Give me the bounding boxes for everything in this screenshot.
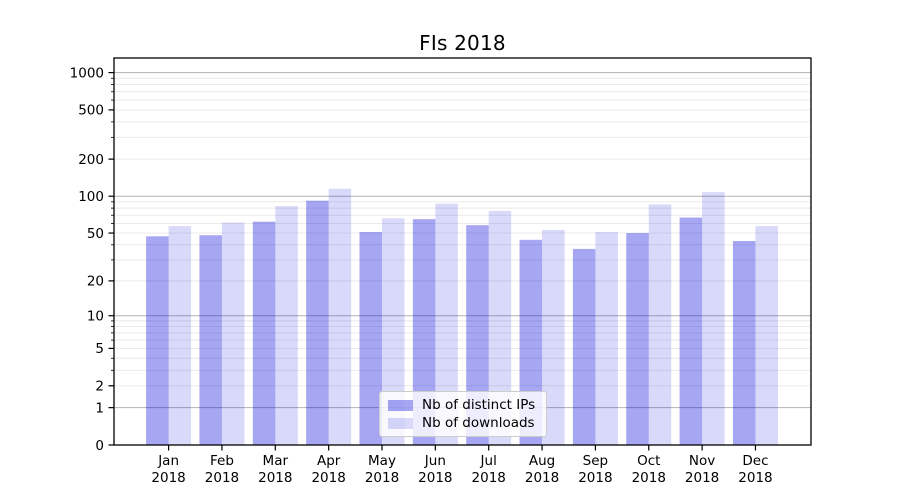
x-tick-label: Aug 2018 [525,453,559,486]
x-tick-label: Jul 2018 [472,453,506,486]
x-tick-label: May 2018 [365,453,399,486]
bar-distinct-ips-may [359,232,382,445]
y-tick-label: 2 [95,379,104,395]
legend-label-distinct-ips: Nb of distinct IPs [422,397,536,413]
x-tick-label: Jun 2018 [418,453,452,486]
bar-downloads-sep [595,232,618,445]
bar-downloads-apr [328,188,352,446]
bar-downloads-dec [755,226,778,445]
bar-downloads-nov [702,192,725,445]
x-tick-label: Dec 2018 [738,453,772,486]
y-tick-label: 200 [78,152,104,168]
y-tick-label: 5 [95,341,104,357]
y-tick-label: 500 [78,103,104,119]
bar-downloads-jul [488,210,512,445]
bar-distinct-ips-jun [412,219,436,445]
bar-distinct-ips-jul [466,225,489,445]
bar-downloads-mar [275,206,298,445]
y-tick-label: 1 [95,400,104,416]
legend: Nb of distinct IPs Nb of downloads [379,391,547,437]
bar-downloads-aug [542,229,565,445]
bar-distinct-ips-mar [252,221,276,445]
x-tick-label: Apr 2018 [311,453,345,486]
bar-distinct-ips-feb [199,235,222,445]
y-tick-label: 50 [87,226,104,242]
legend-item-downloads: Nb of downloads [388,414,536,432]
y-tick-label: 10 [87,309,104,325]
bar-downloads-may [382,218,405,445]
x-tick-label: Mar 2018 [258,453,292,486]
x-tick-label: Jan 2018 [151,453,185,486]
bar-downloads-jan [168,226,192,445]
chart-title: FIs 2018 [419,31,506,55]
x-tick-label: Oct 2018 [632,453,666,486]
legend-swatch-distinct-ips [388,399,413,411]
x-tick-label: Nov 2018 [685,453,719,486]
bar-distinct-ips-apr [306,200,329,445]
bar-distinct-ips-dec [732,241,756,445]
x-tick-label: Sep 2018 [578,453,612,486]
legend-item-distinct-ips: Nb of distinct IPs [388,396,536,414]
bar-distinct-ips-jan [146,236,169,445]
x-tick-label: Feb 2018 [205,453,239,486]
bar-downloads-jun [435,203,458,445]
y-tick-label: 20 [87,274,104,290]
y-tick-label: 1000 [70,65,104,81]
bar-downloads-oct [648,204,672,445]
bar-distinct-ips-oct [626,233,649,445]
bar-distinct-ips-sep [572,248,596,445]
y-tick-label: 0 [95,438,104,454]
plot-border [113,57,812,446]
bar-distinct-ips-nov [679,217,703,445]
legend-label-downloads: Nb of downloads [422,415,535,431]
bar-downloads-feb [221,222,245,445]
y-tick-label: 100 [78,189,104,205]
legend-swatch-downloads [388,417,413,429]
